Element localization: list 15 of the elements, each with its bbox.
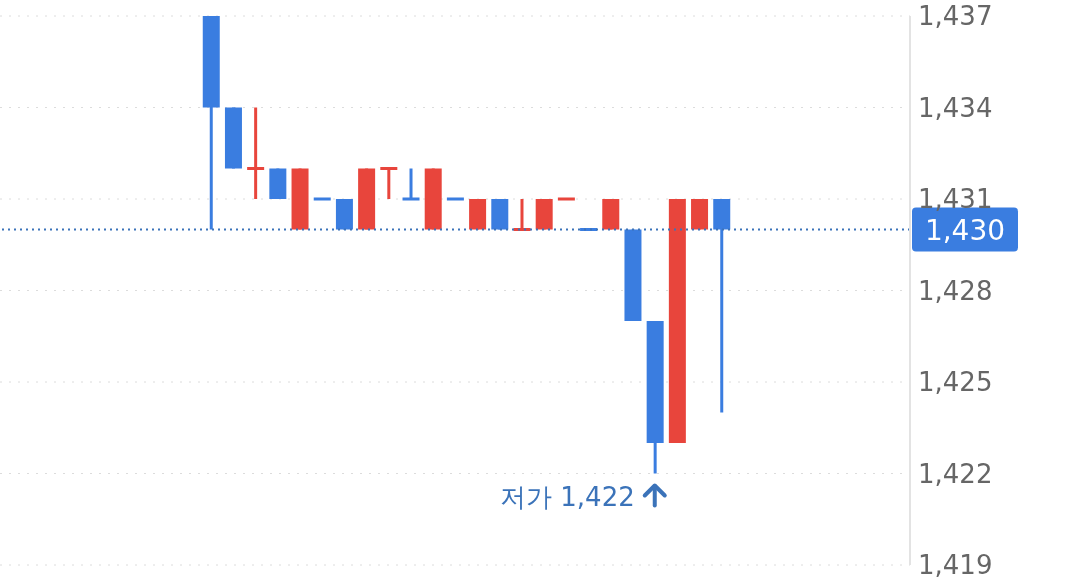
y-tick-label: 1,422 bbox=[918, 458, 993, 489]
y-tick-label: 1,434 bbox=[918, 92, 993, 123]
candlestick bbox=[557, 197, 575, 201]
y-tick-label: 1,437 bbox=[918, 1, 993, 32]
candlestick bbox=[313, 197, 331, 201]
candlestick bbox=[247, 107, 265, 199]
y-tick-label: 1,428 bbox=[918, 275, 993, 306]
annotation: 저가 1,422 bbox=[500, 481, 635, 512]
candlestick bbox=[380, 167, 398, 199]
y-tick-label: 1,419 bbox=[918, 550, 993, 581]
candlestick bbox=[402, 168, 420, 201]
ref-line-label: 1,430 bbox=[924, 213, 1006, 247]
y-tick-label: 1,425 bbox=[918, 367, 993, 398]
y-tick-label: 1,431 bbox=[918, 184, 993, 215]
candlestick bbox=[446, 197, 464, 201]
